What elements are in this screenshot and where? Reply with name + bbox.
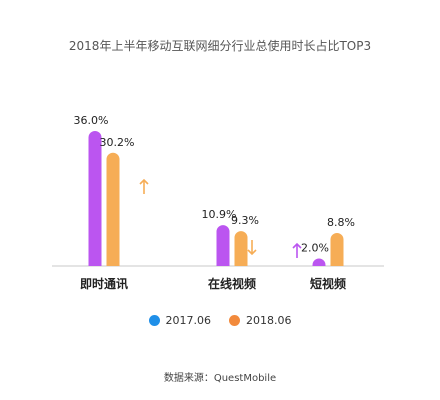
legend-item-2017: 2017.06 (148, 314, 212, 327)
bar-0-0 (88, 131, 102, 266)
category-label-0: 即时通讯 (80, 276, 128, 291)
chart-title: 2018年上半年移动互联网细分行业总使用时长占比TOP3 (69, 38, 371, 53)
data-label-0-2: 2.0% (301, 242, 329, 255)
legend-item-2018: 2018.06 (229, 314, 292, 327)
legend-label-2017: 2017.06 (165, 314, 212, 327)
source-note: 数据来源：QuestMobile (163, 373, 277, 384)
bar-0-2 (312, 258, 326, 266)
category-label-2: 短视频 (310, 276, 346, 291)
bar-0-1 (216, 225, 230, 266)
data-label-0-0: 36.0% (74, 114, 109, 127)
legend-swatch-2017 (148, 315, 160, 326)
legend-swatch-2018 (229, 315, 240, 326)
category-label-1: 在线视频 (208, 276, 256, 291)
legend-label-2018: 2018.06 (246, 314, 292, 327)
legend: 2017.06 2018.06 (0, 314, 440, 327)
data-label-1-1: 9.3% (231, 214, 259, 227)
bar-1-0 (106, 152, 120, 266)
data-label-1-0: 30.2% (100, 136, 135, 149)
data-label-0-1: 10.9% (202, 208, 237, 221)
change-arrow-up-icon (292, 242, 302, 249)
bar-1-2 (330, 233, 344, 266)
change-arrow-up-icon (139, 178, 149, 185)
data-label-1-2: 8.8% (327, 216, 355, 229)
change-arrow-down-icon (247, 249, 257, 256)
bar-1-1 (234, 231, 248, 266)
